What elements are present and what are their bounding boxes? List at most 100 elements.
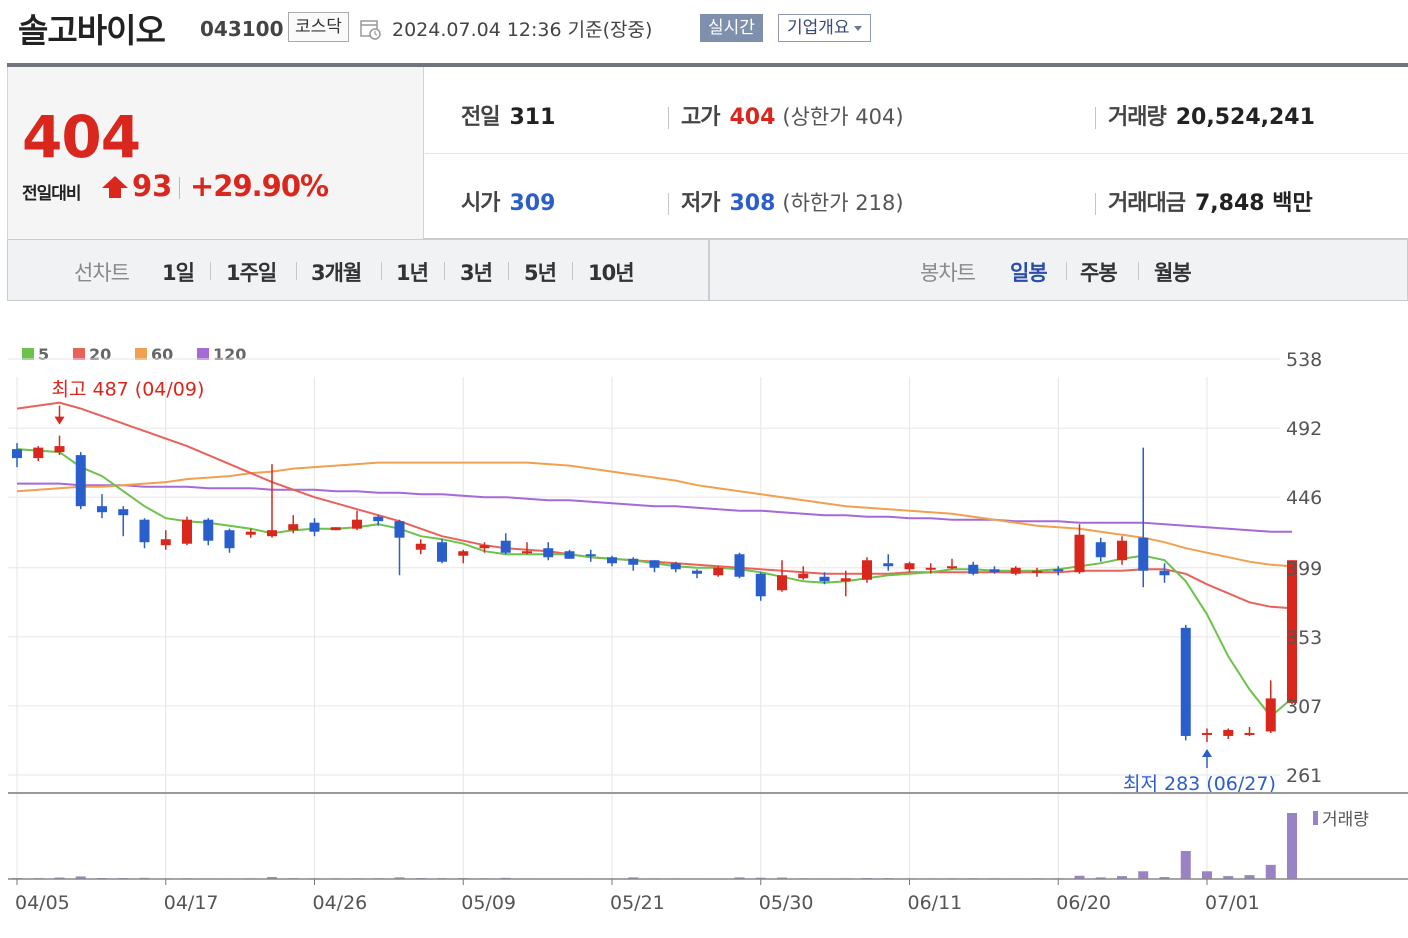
volume-bar (1074, 875, 1085, 879)
max-annotation: 최고 487 (04/09) (52, 379, 205, 401)
volume-panel: 거래량 (12, 810, 1369, 879)
legend-swatch (135, 348, 147, 360)
volume-bar (1265, 864, 1276, 879)
candle-body (585, 554, 596, 557)
max-arrow-head (54, 416, 65, 425)
candle-body (670, 563, 681, 570)
candle-body (840, 578, 851, 582)
realtime-button[interactable]: 실시간 (700, 14, 763, 42)
candle-body (394, 521, 405, 538)
quote-stats: 전일 311 고가 404 (상한가 404) 거래량 20,524,241 시가 30… (425, 67, 1408, 239)
tab-weekly[interactable]: 주봉 (1080, 261, 1118, 285)
candlestick-chart[interactable]: 5 20 60 120 최고 487 (04/09) 최저 283 (06/27) 거래… (0, 301, 1408, 938)
stat-prev-close: 전일 311 (461, 99, 555, 131)
stock-name: 솔고바이오 (18, 11, 166, 50)
up-limit-arrow-icon (102, 176, 128, 198)
stat-label: 거래량 (1108, 105, 1167, 130)
candle-body (1287, 560, 1297, 703)
candles (12, 435, 1297, 742)
quote-summary: 404 전일대비 93 +29.90% 전일 311 고가 404 (상한가 404… (7, 63, 1408, 239)
chart-period-tabs: 선차트 1일 1주일 3개월 1년 3년 5년 10년 봉차트 일봉 주봉 월봉 (7, 239, 1408, 301)
tab-monthly[interactable]: 월봉 (1154, 261, 1192, 285)
volume-label: 거래량 (1322, 810, 1369, 830)
candle-body (182, 519, 192, 544)
tab-daily[interactable]: 일봉 (1010, 261, 1048, 285)
candle-body (1265, 698, 1276, 732)
candle-body (54, 446, 65, 453)
stock-header: 솔고바이오 043100 코스닥 2024.07.04 12:36 기준(장중)… (0, 0, 1408, 60)
chart-svg[interactable]: 5 20 60 120 최고 487 (04/09) 최저 283 (06/27) 거래… (0, 301, 1408, 938)
candle-body (12, 449, 22, 459)
volume-bar (1117, 876, 1127, 879)
volume-bar (1138, 871, 1149, 879)
legend-swatch (22, 348, 34, 360)
stat-value: 308 (729, 191, 776, 216)
candle-body (904, 563, 915, 570)
tab-1w[interactable]: 1주일 (226, 261, 277, 285)
y-tick-label: 399 (1286, 558, 1322, 580)
tab-10y[interactable]: 10년 (588, 261, 635, 285)
divider (1138, 262, 1139, 280)
legend-label: 20 (89, 345, 111, 364)
volume-bar (1159, 877, 1170, 879)
volume-bar (1287, 813, 1297, 879)
stat-open: 시가 309 (461, 185, 555, 217)
candle-body (692, 570, 702, 574)
stat-value: 311 (509, 105, 556, 130)
divider (1095, 193, 1096, 215)
volume-bar (1095, 877, 1106, 879)
company-overview-label: 기업개요 (787, 18, 850, 38)
volume-bar (628, 877, 639, 879)
volume-bar (1223, 876, 1234, 879)
candle-body (1138, 537, 1149, 571)
tab-line-chart[interactable]: 선차트 (74, 261, 130, 285)
candle-body (415, 543, 426, 550)
tab-3m[interactable]: 3개월 (311, 261, 362, 285)
change-rate: +29.90% (190, 169, 329, 203)
candle-body (267, 530, 277, 537)
x-tick-label: 06/11 (908, 892, 963, 914)
divider (444, 262, 445, 280)
x-tick-label: 05/21 (610, 892, 665, 914)
candle-body (1223, 729, 1234, 736)
tab-5y[interactable]: 5년 (524, 261, 557, 285)
candle-body (33, 447, 44, 459)
candle-body (1180, 627, 1191, 736)
divider (179, 177, 180, 199)
price-box: 404 전일대비 93 +29.90% (7, 67, 424, 239)
x-tick-label: 04/17 (164, 892, 219, 914)
tab-1y[interactable]: 1년 (396, 261, 429, 285)
volume-bar (1202, 871, 1212, 879)
company-overview-dropdown[interactable]: 기업개요 (778, 14, 871, 42)
candle-body (118, 509, 129, 516)
volume-bar (1244, 875, 1255, 879)
candle-body (989, 569, 1000, 573)
candle-body (968, 564, 979, 574)
candle-body (543, 548, 554, 558)
divider (296, 262, 297, 280)
divider (425, 153, 1408, 154)
volume-bar (75, 876, 86, 879)
stat-label: 거래대금 (1108, 191, 1186, 216)
stat-volume: 거래량 20,524,241 (1095, 99, 1315, 131)
candle-body (224, 530, 235, 549)
lower-limit: (하한가 218) (782, 191, 904, 215)
calendar-clock-icon (360, 20, 381, 40)
market-badge: 코스닥 (288, 12, 349, 42)
tab-1d[interactable]: 1일 (162, 261, 195, 285)
divider (668, 193, 669, 215)
divider (1095, 107, 1096, 129)
volume-bar (734, 877, 745, 879)
tab-3y[interactable]: 3년 (460, 261, 493, 285)
y-tick-label: 446 (1286, 487, 1322, 509)
candle-body (437, 542, 447, 562)
divider (708, 240, 710, 300)
candle-body (862, 560, 872, 580)
y-tick-label: 307 (1286, 696, 1322, 718)
candle-body (1010, 567, 1021, 574)
candle-body (925, 567, 936, 570)
stat-value: 20,524,241 (1175, 105, 1315, 130)
tab-candle-chart[interactable]: 봉차트 (920, 261, 976, 285)
axes: 538 492 446 399 353 307 261 04/05 04/17 04/26 05/0… (8, 349, 1408, 914)
candle-body (777, 575, 787, 591)
